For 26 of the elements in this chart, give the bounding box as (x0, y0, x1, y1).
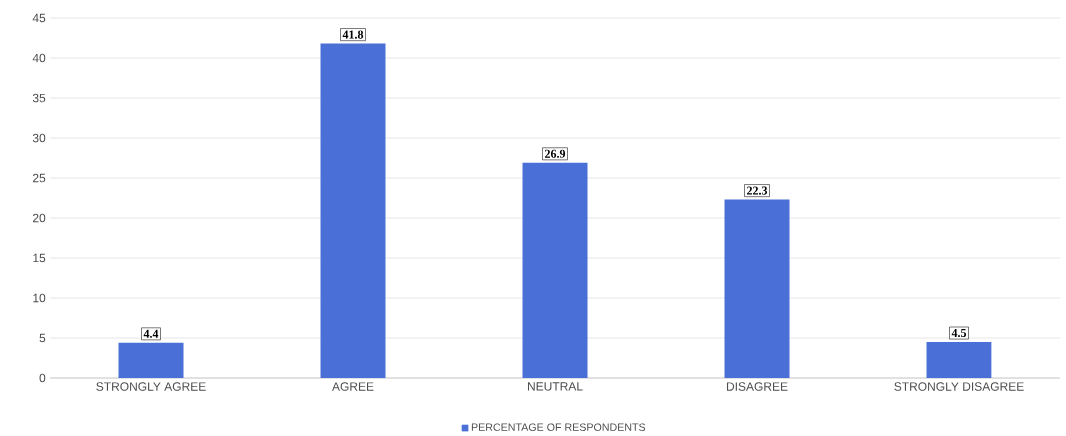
x-tick-label: DISAGREE (726, 382, 788, 391)
bar (724, 199, 790, 378)
data-label: 4.4 (143, 329, 159, 338)
data-label: 26.9 (545, 149, 566, 158)
y-tick-label: 25 (33, 173, 46, 183)
x-tick-label: NEUTRAL (527, 382, 583, 391)
data-label: 41.8 (342, 30, 364, 39)
y-tick-label: 20 (33, 213, 46, 223)
bar (118, 342, 184, 378)
y-tick-label: 45 (32, 13, 46, 23)
x-tick-label: AGREE (332, 382, 374, 391)
y-tick-label: 35 (32, 93, 46, 103)
bar (926, 342, 992, 378)
data-label: 4.5 (951, 329, 967, 338)
y-tick-label: 10 (33, 293, 46, 303)
y-tick-label: 15 (33, 253, 46, 263)
x-tick-label: STRONGLY AGREE (96, 382, 206, 391)
legend-label: PERCENTAGE OF RESPONDENTS (471, 423, 646, 431)
y-tick-label: 40 (32, 53, 46, 63)
x-tick-label: STRONGLY DISAGREE (894, 382, 1024, 391)
bar (522, 162, 588, 378)
y-tick-label: 0 (39, 373, 46, 383)
y-tick-label: 30 (32, 133, 46, 143)
y-tick-label: 5 (39, 333, 46, 343)
bar (320, 43, 386, 378)
data-label: 22.3 (747, 186, 768, 195)
